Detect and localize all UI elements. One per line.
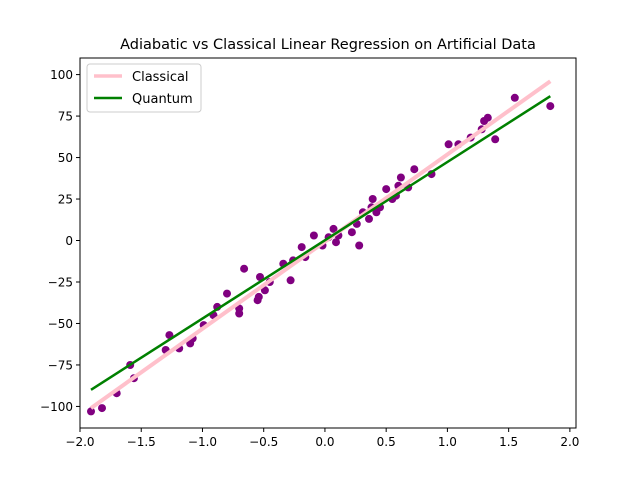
data-point [223, 289, 231, 298]
x-tick-label: 2.0 [560, 435, 579, 449]
legend-quantum-label: Quantum [132, 92, 193, 107]
data-point [396, 173, 405, 182]
x-axis: −2.0 −1.5 −1.0 −0.5 0.0 0.5 1.0 1.5 2.0 [65, 428, 579, 449]
y-axis: −100 −75 −50 −25 0 25 50 75 100 [40, 68, 80, 414]
data-point [235, 304, 244, 313]
data-point [546, 102, 555, 111]
data-point [483, 113, 492, 122]
axes-frame [79, 57, 577, 429]
y-tick-label: −75 [48, 358, 73, 372]
classical-regression-line [89, 79, 552, 410]
x-tick-label: 1.0 [438, 435, 457, 449]
quantum-regression-line [90, 95, 551, 391]
data-point [355, 241, 364, 250]
x-tick-label: 0.5 [377, 435, 396, 449]
data-point [329, 224, 338, 233]
x-tick-label: −1.0 [188, 435, 217, 449]
y-tick-label: −25 [48, 275, 73, 289]
data-point [410, 165, 419, 174]
y-tick-label: 25 [58, 193, 73, 207]
data-point [368, 195, 377, 203]
data-point [309, 231, 318, 240]
legend-classical-label: Classical [132, 70, 189, 85]
data-point [332, 238, 340, 247]
data-point [240, 264, 249, 273]
x-tick-label: −2.0 [65, 435, 94, 449]
data-point [260, 286, 269, 295]
data-point [297, 243, 306, 252]
data-point [256, 273, 264, 281]
data-point [254, 292, 263, 301]
legend: Classical Quantum [86, 63, 202, 113]
x-tick-label: 0.0 [315, 435, 334, 449]
x-tick-label: −1.5 [127, 435, 156, 449]
x-tick-label: −0.5 [249, 435, 278, 449]
data-point [491, 135, 500, 144]
data-point [87, 407, 95, 416]
y-tick-label: 50 [58, 151, 73, 165]
y-tick-label: −50 [48, 317, 73, 331]
data-point [510, 93, 519, 102]
y-tick-label: 100 [50, 68, 73, 82]
data-point [98, 404, 106, 413]
y-tick-label: 75 [58, 110, 73, 124]
data-point [444, 140, 453, 149]
x-tick-label: 1.5 [499, 435, 518, 449]
data-point [365, 214, 373, 223]
chart-title: Adiabatic vs Classical Linear Regression… [120, 37, 536, 53]
data-point [382, 185, 391, 194]
y-tick-label: −100 [40, 400, 73, 414]
data-point [286, 276, 295, 285]
y-tick-label: 0 [65, 234, 73, 248]
data-point [347, 228, 356, 237]
plot-area [87, 79, 555, 416]
